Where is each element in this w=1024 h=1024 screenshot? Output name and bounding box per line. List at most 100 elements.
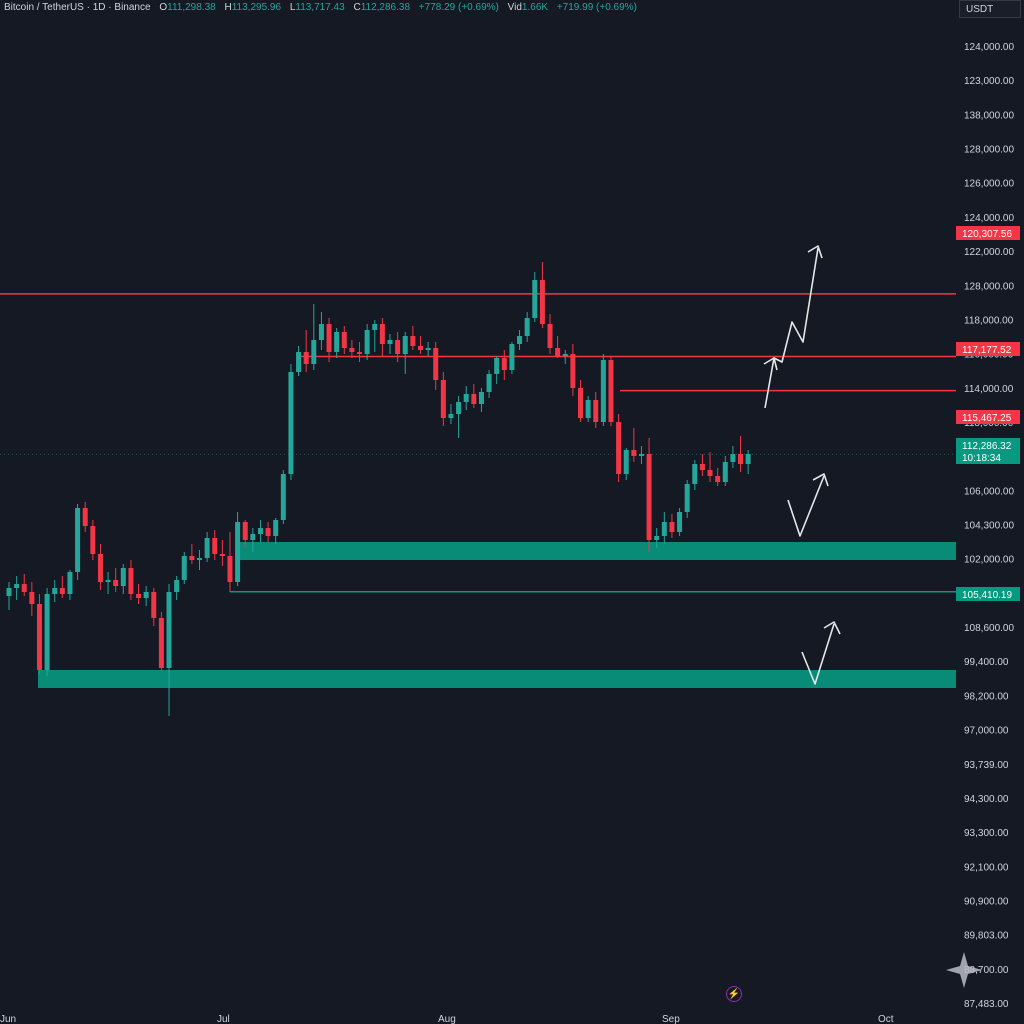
candle-body xyxy=(600,360,606,422)
candle-body xyxy=(265,528,271,536)
candle xyxy=(631,428,637,462)
candle xyxy=(661,512,667,544)
volume-change: +719.99 (+0.69%) xyxy=(556,2,637,13)
candle xyxy=(730,446,736,468)
candle-body xyxy=(638,454,644,456)
candle xyxy=(250,528,256,552)
candle xyxy=(128,560,134,600)
candle-body xyxy=(379,324,385,344)
candle xyxy=(364,324,370,360)
candle xyxy=(433,342,439,390)
candle-body xyxy=(235,522,241,582)
candle xyxy=(646,438,652,552)
candle xyxy=(471,384,477,408)
time-axis-label: Jun xyxy=(0,1014,16,1024)
candle-body xyxy=(722,462,728,482)
candle xyxy=(509,342,515,374)
price-axis-label: 93,739.00 xyxy=(964,760,1009,771)
low-value: 113,717.43 xyxy=(295,2,345,13)
candle xyxy=(357,342,363,362)
candle xyxy=(722,456,728,486)
candle-body xyxy=(486,374,492,392)
candle-body xyxy=(311,340,317,364)
candle xyxy=(151,588,157,626)
time-axis-label: Sep xyxy=(662,1014,680,1024)
candle xyxy=(296,346,302,376)
candle-body xyxy=(578,388,583,418)
volume-label: Vid xyxy=(507,2,522,13)
candle xyxy=(417,336,423,354)
candle xyxy=(52,580,58,602)
candle xyxy=(227,532,233,592)
candle xyxy=(478,388,484,412)
candle-body xyxy=(677,512,683,532)
candle-body xyxy=(669,522,675,532)
candle-body xyxy=(616,422,622,474)
price-axis-label: 92,100.00 xyxy=(964,862,1009,873)
candle-body xyxy=(684,484,690,512)
candle xyxy=(288,364,294,480)
candle-body xyxy=(113,580,119,586)
candle-body xyxy=(52,588,58,594)
candle xyxy=(684,480,690,518)
candle xyxy=(372,320,378,352)
currency-selector[interactable]: USDT xyxy=(959,0,1021,18)
time-axis-label: Aug xyxy=(438,1014,456,1024)
price-axis-label: 138,000.00 xyxy=(964,110,1014,121)
price-tag: 112,286.32 xyxy=(962,441,1012,452)
price-tag-bg xyxy=(956,450,1020,464)
candle-body xyxy=(219,554,225,556)
candle xyxy=(517,330,523,350)
upward-arrow-3 xyxy=(801,623,835,685)
candle xyxy=(425,342,431,356)
price-tag: 120,307.56 xyxy=(962,229,1012,240)
support-zone-1 xyxy=(38,670,956,688)
candle xyxy=(501,350,507,380)
candle xyxy=(303,330,309,372)
price-axis-label: 99,400.00 xyxy=(964,657,1009,668)
candle xyxy=(402,332,408,374)
candle xyxy=(197,550,202,570)
candle-body xyxy=(730,454,736,462)
candle-body xyxy=(738,454,744,464)
candle-body xyxy=(570,354,576,388)
candle-body xyxy=(547,324,553,348)
price-tag-bg xyxy=(956,587,1020,601)
candle-body xyxy=(120,568,126,586)
candle xyxy=(379,318,385,356)
candle-body xyxy=(532,280,538,318)
time-axis-label: Jul xyxy=(217,1014,230,1024)
candle-body xyxy=(197,558,202,560)
candle-body xyxy=(14,584,20,588)
candle-body xyxy=(654,536,660,540)
candle xyxy=(113,568,119,592)
candle-body xyxy=(166,592,172,668)
candle-body xyxy=(417,346,423,350)
candle xyxy=(6,582,12,610)
candle-body xyxy=(143,592,149,598)
candle-body xyxy=(212,538,218,554)
price-axis-bg xyxy=(956,18,1024,1024)
candle-body xyxy=(501,358,507,370)
low-label: L xyxy=(289,2,296,13)
candle xyxy=(120,564,126,594)
candle xyxy=(524,312,530,342)
lightning-icon[interactable]: ⚡ xyxy=(726,986,742,1002)
candle xyxy=(349,340,355,358)
candle-body xyxy=(21,584,27,592)
candle xyxy=(745,450,751,474)
candle-body xyxy=(326,324,332,352)
arrow-head-2 xyxy=(812,473,829,487)
candle-body xyxy=(699,464,705,470)
price-axis-label: 104,300.00 xyxy=(964,521,1014,532)
candle-body xyxy=(151,592,157,618)
price-tag-bg xyxy=(956,342,1020,356)
candle-body xyxy=(555,348,561,356)
candle-body xyxy=(410,336,416,346)
candle-body xyxy=(90,526,96,554)
candle xyxy=(494,356,500,384)
candle-body xyxy=(174,580,180,592)
price-axis-label: 106,000.00 xyxy=(964,486,1014,497)
candle xyxy=(67,570,73,600)
